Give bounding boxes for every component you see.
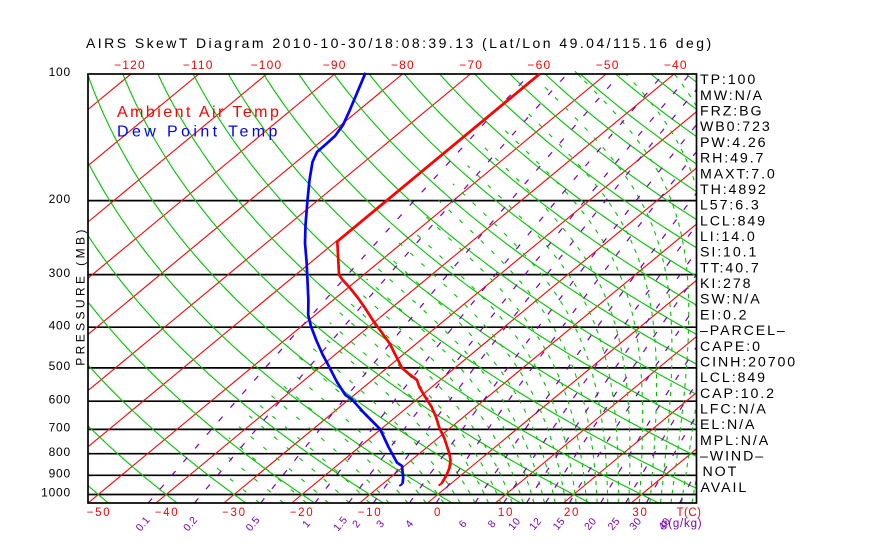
svg-text:−120: −120	[114, 58, 146, 72]
svg-text:−70: −70	[459, 58, 483, 72]
svg-text:10: 10	[498, 507, 514, 519]
svg-text:KI:278: KI:278	[700, 276, 752, 292]
svg-text:MPL:N/A: MPL:N/A	[700, 433, 770, 449]
svg-text:500: 500	[49, 359, 71, 373]
svg-text:TP:100: TP:100	[700, 72, 757, 88]
svg-text:200: 200	[49, 192, 71, 206]
svg-text:−90: −90	[323, 58, 347, 72]
svg-text:LI:14.0: LI:14.0	[700, 229, 757, 245]
svg-text:CINH:20700: CINH:20700	[700, 354, 797, 370]
svg-text:1000: 1000	[41, 486, 71, 500]
svg-text:−60: −60	[527, 58, 551, 72]
svg-text:T(C): T(C)	[677, 507, 702, 519]
svg-text:CAP:10.2: CAP:10.2	[700, 386, 776, 402]
svg-text:−40: −40	[155, 507, 180, 519]
svg-text:L57:6.3: L57:6.3	[700, 198, 761, 214]
svg-text:EI:0.2: EI:0.2	[700, 307, 748, 323]
svg-text:g(g/kg): g(g/kg)	[661, 518, 702, 530]
svg-text:TH:4892: TH:4892	[700, 182, 768, 198]
svg-text:400: 400	[49, 318, 71, 332]
svg-text:900: 900	[49, 466, 71, 480]
svg-text:−100: −100	[251, 58, 283, 72]
svg-text:Dew Point Temp: Dew Point Temp	[117, 124, 281, 141]
svg-text:CAPE:0: CAPE:0	[700, 339, 762, 355]
svg-text:300: 300	[49, 266, 71, 280]
svg-text:SW:N/A: SW:N/A	[700, 292, 762, 308]
svg-text:600: 600	[49, 392, 71, 406]
svg-text:–WIND–: –WIND–	[700, 449, 765, 465]
svg-text:TT:40.7: TT:40.7	[700, 260, 761, 276]
svg-text:EL:N/A: EL:N/A	[700, 417, 756, 433]
svg-text:LFC:N/A: LFC:N/A	[700, 402, 768, 418]
svg-text:AIRS SkewT Diagram 2010-10-30/: AIRS SkewT Diagram 2010-10-30/18:08:39.1…	[86, 35, 714, 51]
svg-text:0: 0	[434, 507, 442, 519]
svg-text:PW:4.26: PW:4.26	[700, 135, 767, 151]
svg-text:–PARCEL–: –PARCEL–	[700, 323, 787, 339]
svg-text:Ambient Air Temp: Ambient Air Temp	[117, 104, 281, 121]
svg-text:−50: −50	[87, 507, 112, 519]
svg-text:−10: −10	[358, 507, 383, 519]
svg-text:PRESSURE (MB): PRESSURE (MB)	[74, 226, 88, 366]
svg-text:−20: −20	[290, 507, 315, 519]
svg-text:SI:10.1: SI:10.1	[700, 245, 758, 261]
svg-text:LCL:849: LCL:849	[700, 370, 767, 386]
svg-text:100: 100	[49, 65, 71, 79]
svg-text:−40: −40	[664, 58, 688, 72]
svg-text:−110: −110	[183, 58, 214, 72]
svg-text:−30: −30	[222, 507, 247, 519]
svg-text:MAXT:7.0: MAXT:7.0	[700, 166, 777, 182]
svg-text:700: 700	[49, 421, 71, 435]
svg-text:NOT: NOT	[703, 464, 739, 480]
svg-text:AVAIL: AVAIL	[701, 480, 749, 496]
svg-text:RH:49.7: RH:49.7	[700, 151, 765, 167]
svg-text:FRZ:BG: FRZ:BG	[700, 104, 763, 120]
svg-text:WB0:723: WB0:723	[700, 119, 772, 135]
svg-text:20: 20	[564, 507, 580, 519]
svg-text:LCL:849: LCL:849	[700, 213, 767, 229]
svg-text:800: 800	[49, 445, 71, 459]
svg-text:MW:N/A: MW:N/A	[700, 88, 764, 104]
svg-text:−80: −80	[391, 58, 415, 72]
svg-text:−50: −50	[596, 58, 620, 72]
svg-text:30: 30	[632, 507, 648, 519]
